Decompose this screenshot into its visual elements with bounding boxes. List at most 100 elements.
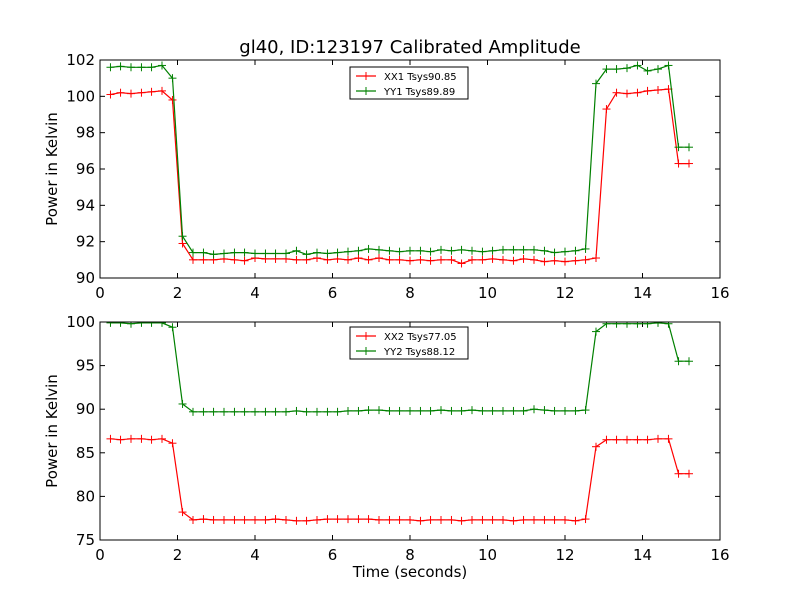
data-point bbox=[282, 249, 290, 258]
data-point bbox=[468, 406, 476, 415]
data-point bbox=[209, 515, 218, 524]
data-point bbox=[147, 63, 156, 72]
data-point bbox=[457, 406, 466, 415]
data-point bbox=[540, 257, 549, 266]
legend-marker bbox=[362, 347, 370, 355]
data-point bbox=[147, 435, 156, 444]
data-point bbox=[323, 515, 332, 524]
data-point bbox=[426, 515, 435, 524]
data-point bbox=[344, 406, 352, 415]
data-point bbox=[685, 357, 693, 366]
data-point bbox=[654, 434, 662, 443]
y-tick-label: 98 bbox=[76, 124, 95, 142]
data-point bbox=[643, 86, 652, 95]
data-point bbox=[158, 61, 166, 70]
data-point bbox=[488, 515, 497, 524]
data-point bbox=[519, 245, 528, 254]
data-point bbox=[499, 255, 507, 264]
data-point bbox=[116, 322, 125, 327]
data-point bbox=[189, 515, 197, 524]
data-point bbox=[406, 246, 414, 255]
data-point bbox=[654, 322, 662, 327]
data-point bbox=[499, 515, 507, 524]
data-point bbox=[550, 406, 559, 415]
x-tick-label: 4 bbox=[250, 284, 260, 302]
data-point bbox=[189, 255, 197, 264]
axes-frame bbox=[99, 59, 721, 279]
data-point bbox=[251, 407, 259, 416]
data-point bbox=[323, 249, 332, 258]
data-point bbox=[344, 255, 352, 264]
data-point bbox=[271, 407, 280, 416]
data-point bbox=[447, 255, 456, 264]
data-point bbox=[106, 322, 115, 327]
y-tick-label: 96 bbox=[76, 160, 95, 178]
y-tick-label: 100 bbox=[66, 87, 95, 105]
data-point bbox=[571, 256, 580, 265]
legend: XX1 Tsys90.85 YY1 Tsys89.89 bbox=[349, 66, 469, 100]
data-point bbox=[220, 407, 228, 416]
data-point bbox=[240, 248, 249, 257]
data-point bbox=[292, 255, 301, 264]
top-subplot: 0 2 4 6 8 10 12 14 16 90 92 94 96 98 100 102 Power in Ke… bbox=[43, 51, 730, 302]
data-point bbox=[488, 254, 497, 263]
data-point bbox=[178, 239, 187, 248]
y-tick-label: 80 bbox=[76, 487, 95, 505]
chart-title: gl40, ID:123197 Calibrated Amplitude bbox=[239, 37, 580, 58]
data-point bbox=[685, 159, 693, 168]
data-point bbox=[509, 245, 518, 254]
data-point bbox=[323, 407, 332, 416]
data-point bbox=[230, 515, 239, 524]
data-point bbox=[313, 248, 321, 257]
data-point bbox=[344, 247, 352, 256]
data-point bbox=[375, 245, 383, 254]
y-tick-label: 85 bbox=[76, 444, 95, 462]
data-point bbox=[654, 65, 662, 74]
data-point bbox=[540, 515, 549, 524]
data-point bbox=[685, 469, 693, 478]
x-tick-label: 0 bbox=[95, 284, 105, 302]
y-tick-label: 100 bbox=[66, 313, 95, 331]
data-point bbox=[530, 405, 538, 414]
data-point bbox=[468, 255, 476, 264]
data-point bbox=[178, 508, 187, 517]
x-tick-label: 16 bbox=[710, 546, 729, 564]
data-point bbox=[106, 63, 115, 72]
data-point bbox=[313, 515, 321, 524]
data-point bbox=[623, 89, 631, 98]
y-tick-label: 94 bbox=[76, 196, 95, 214]
legend-marker bbox=[362, 72, 370, 80]
data-point bbox=[137, 63, 146, 72]
data-point bbox=[220, 249, 228, 258]
data-point bbox=[550, 515, 559, 524]
data-point bbox=[158, 86, 166, 95]
data-point bbox=[385, 246, 394, 255]
data-point bbox=[230, 248, 239, 257]
data-point bbox=[416, 246, 425, 255]
data-point bbox=[540, 246, 549, 255]
data-point bbox=[592, 442, 600, 451]
data-point bbox=[499, 406, 507, 415]
data-point bbox=[189, 407, 197, 416]
data-point bbox=[261, 515, 270, 524]
x-tick-label: 12 bbox=[555, 284, 574, 302]
data-point bbox=[478, 247, 487, 256]
data-point bbox=[530, 515, 538, 524]
y-tick-label: 75 bbox=[76, 531, 95, 549]
data-point bbox=[664, 61, 673, 70]
x-tick-label: 2 bbox=[173, 284, 183, 302]
data-point bbox=[674, 159, 683, 168]
data-point bbox=[292, 516, 301, 525]
data-point bbox=[581, 255, 590, 264]
data-point bbox=[643, 322, 652, 328]
data-point bbox=[530, 255, 538, 264]
data-point bbox=[602, 435, 611, 444]
data-point bbox=[106, 90, 115, 99]
data-point bbox=[488, 406, 497, 415]
data-point bbox=[158, 434, 166, 443]
data-point bbox=[406, 515, 414, 524]
data-point bbox=[209, 250, 218, 259]
data-point bbox=[447, 515, 456, 524]
